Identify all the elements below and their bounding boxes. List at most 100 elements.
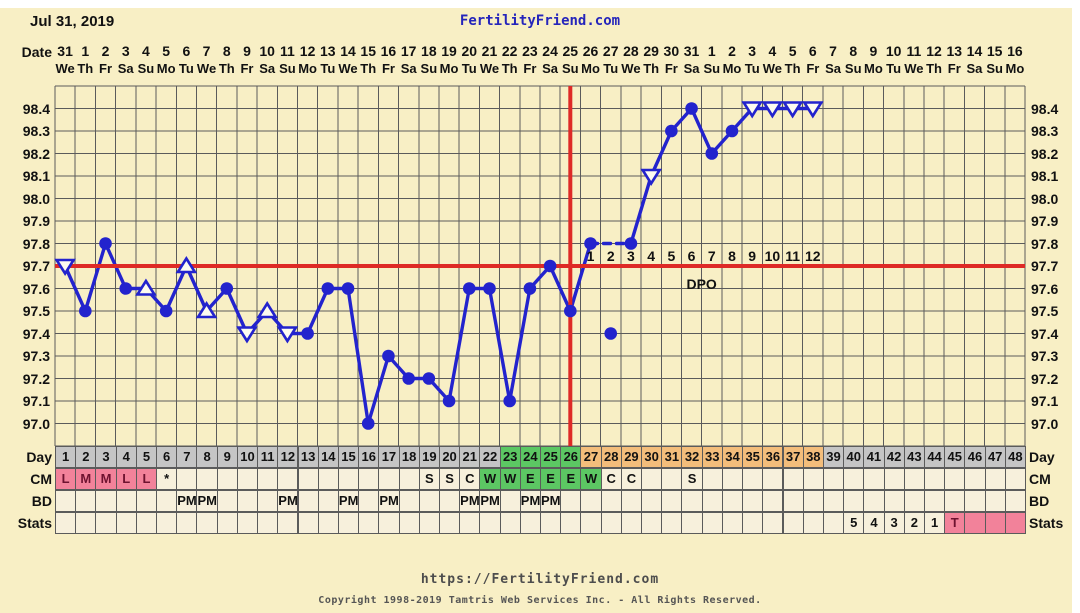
table-cell[interactable] [903,468,925,490]
temp-point-triangle-up[interactable] [135,278,157,296]
table-cell[interactable] [883,468,905,490]
table-cell[interactable] [257,468,279,490]
table-cell[interactable] [964,468,986,490]
table-cell[interactable] [782,468,804,490]
table-cell[interactable] [923,490,946,512]
table-cell[interactable] [297,512,319,534]
temp-point-triangle-down[interactable] [741,101,764,119]
table-cell[interactable]: M [75,468,97,490]
table-cell[interactable] [358,512,380,534]
table-cell[interactable]: 25 [540,446,562,468]
table-cell[interactable] [721,490,744,512]
table-cell[interactable] [843,490,865,512]
table-cell[interactable] [964,490,986,512]
table-cell[interactable] [176,468,198,490]
table-cell[interactable] [398,490,420,512]
table-cell[interactable] [822,468,845,490]
table-cell[interactable]: 4 [115,446,137,468]
table-cell[interactable] [863,468,885,490]
table-cell[interactable]: C [600,468,622,490]
table-cell[interactable]: 30 [641,446,663,468]
table-cell[interactable] [297,468,319,490]
table-cell[interactable] [762,468,784,490]
temp-point-dot[interactable] [422,372,436,385]
table-cell[interactable]: PM [337,490,360,512]
table-cell[interactable]: PM [378,490,400,512]
table-cell[interactable] [721,512,744,534]
table-cell[interactable] [964,512,986,534]
table-cell[interactable] [257,490,279,512]
table-cell[interactable] [863,490,885,512]
table-cell[interactable] [641,468,663,490]
temp-point-dot[interactable] [442,394,456,408]
table-cell[interactable]: 44 [923,446,946,468]
table-cell[interactable]: 19 [418,446,440,468]
table-cell[interactable] [600,490,622,512]
table-cell[interactable]: M [95,468,117,490]
table-cell[interactable] [115,512,137,534]
table-cell[interactable]: 24 [519,446,541,468]
table-cell[interactable]: 5 [843,512,865,534]
table-cell[interactable] [257,512,279,534]
table-cell[interactable] [418,490,440,512]
table-cell[interactable]: 18 [398,446,420,468]
temp-point-dot[interactable] [624,237,638,250]
table-cell[interactable] [236,512,259,534]
temp-point-dot[interactable] [301,327,314,340]
table-cell[interactable] [378,468,400,490]
table-cell[interactable]: 2 [903,512,925,534]
temp-point-triangle-down[interactable] [781,101,804,119]
table-cell[interactable] [196,512,218,534]
table-cell[interactable] [418,512,440,534]
table-cell[interactable]: 26 [560,446,582,468]
table-cell[interactable] [479,512,501,534]
table-cell[interactable] [55,512,77,534]
table-cell[interactable]: S [681,468,703,490]
table-cell[interactable]: 35 [742,446,764,468]
table-cell[interactable] [95,512,117,534]
table-cell[interactable] [883,490,905,512]
table-cell[interactable] [398,512,420,534]
table-cell[interactable] [519,512,541,534]
temp-point-triangle-down[interactable] [761,101,784,119]
table-cell[interactable] [701,512,723,534]
table-cell[interactable] [903,490,925,512]
table-cell[interactable]: 14 [317,446,339,468]
table-cell[interactable]: 12 [277,446,299,468]
table-cell[interactable]: L [55,468,77,490]
table-cell[interactable]: 48 [1004,446,1026,468]
table-cell[interactable] [297,490,319,512]
table-cell[interactable]: W [580,468,602,490]
temp-point-dot[interactable] [523,282,537,295]
table-cell[interactable] [661,468,683,490]
table-cell[interactable] [701,490,723,512]
table-cell[interactable] [358,468,380,490]
table-cell[interactable]: 21 [459,446,481,468]
table-cell[interactable]: 38 [802,446,824,468]
temp-point-dot[interactable] [483,282,496,295]
table-cell[interactable] [620,490,643,512]
table-cell[interactable] [378,512,400,534]
table-cell[interactable] [802,490,824,512]
table-cell[interactable]: 11 [257,446,279,468]
temp-point-triangle-down[interactable] [801,101,824,119]
table-cell[interactable] [580,490,602,512]
table-cell[interactable]: S [438,468,461,490]
table-cell[interactable]: 39 [822,446,845,468]
table-cell[interactable] [398,468,420,490]
table-cell[interactable]: PM [277,490,299,512]
table-cell[interactable]: PM [459,490,481,512]
table-cell[interactable]: 13 [297,446,319,468]
table-cell[interactable] [984,468,1006,490]
table-cell[interactable] [115,490,137,512]
table-cell[interactable] [95,490,117,512]
table-cell[interactable] [277,512,299,534]
table-cell[interactable] [176,512,198,534]
temp-point-dot[interactable] [725,124,739,138]
temp-point-dot[interactable] [402,372,415,385]
footer-url-link[interactable]: https://FertilityFriend.com [420,572,660,587]
table-cell[interactable] [721,468,744,490]
table-cell[interactable]: 32 [681,446,703,468]
table-cell[interactable]: 15 [337,446,360,468]
table-cell[interactable] [560,490,582,512]
